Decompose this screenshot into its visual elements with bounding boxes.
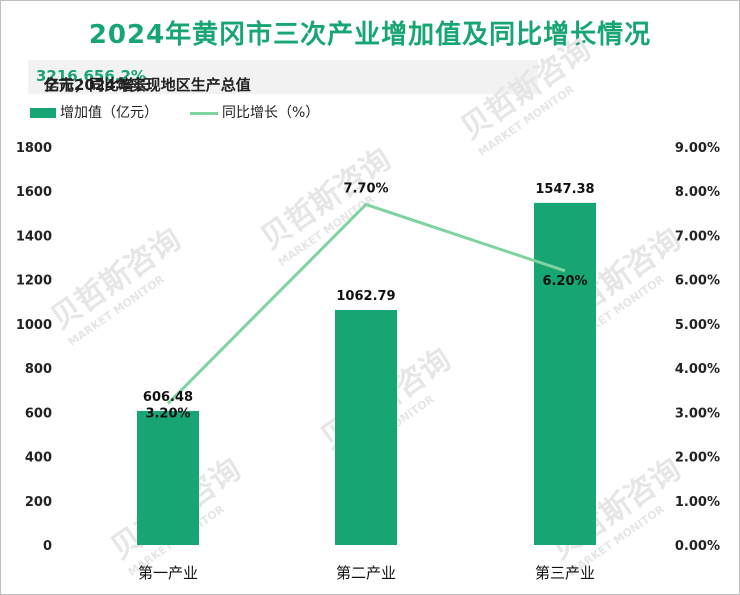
y-left-tick-label: 800 — [25, 362, 52, 377]
summary-box: 全市2024年实现地区生产总值 3216.65 亿元，同比增长 6.2% — [28, 60, 538, 94]
line-series — [166, 202, 566, 405]
legend-item-bar: 增加值（亿元） — [30, 102, 158, 122]
y-left-tick-label: 1000 — [16, 318, 52, 333]
bar — [137, 410, 199, 545]
y-right-tick-label: 4.00% — [675, 362, 720, 377]
y-right-tick-label: 3.00% — [675, 406, 720, 421]
y-left-tick-label: 1600 — [16, 185, 52, 200]
y-left-tick-label: 0 — [43, 539, 52, 554]
bar-value-label: 1547.38 — [535, 182, 594, 197]
y-axis-right: 0.00% 1.00% 2.00% 3.00% 4.00% 5.00% 6.00% 7.00%… — [675, 141, 720, 554]
watermark-cn: 贝哲斯咨询 — [455, 32, 598, 147]
y-left-tick-label: 1400 — [16, 229, 52, 244]
summary-mid: 亿元，同比增长 — [44, 76, 150, 94]
legend-line-label: 同比增长（%） — [222, 105, 320, 121]
legend-item-line: 同比增长（%） — [190, 102, 319, 122]
summary-growth-value: 6.2% — [104, 67, 146, 85]
y-right-tick-label: 5.00% — [675, 318, 720, 333]
y-left-tick-label: 400 — [25, 451, 52, 466]
legend-bar-swatch — [30, 108, 56, 118]
y-right-tick-label: 9.00% — [675, 141, 720, 156]
line-value-label: 7.70% — [343, 181, 388, 196]
bar-series — [137, 202, 596, 545]
legend-bar-label: 增加值（亿元） — [60, 105, 158, 121]
y-axis-left: 0 200 400 600 800 1000 1200 1400 1600 1800 — [16, 141, 52, 554]
y-left-tick-label: 1200 — [16, 274, 52, 289]
y-left-tick-label: 600 — [25, 406, 52, 421]
line-value-label: 6.20% — [542, 274, 587, 289]
bar-value-label: 606.48 — [143, 390, 193, 405]
summary-prefix: 全市2024年实现地区生产总值 — [44, 76, 251, 94]
chart-title: 2024年黄冈市三次产业增加值及同比增长情况 — [88, 20, 652, 50]
y-right-tick-label: 6.00% — [675, 274, 720, 289]
watermark-cn: 贝哲斯咨询 — [255, 142, 398, 257]
line-value-label: 3.20% — [145, 406, 190, 421]
watermark-cn: 贝哲斯咨询 — [45, 222, 188, 337]
legend-line-swatch — [190, 111, 218, 115]
y-left-tick-label: 1800 — [16, 141, 52, 156]
y-right-tick-label: 1.00% — [675, 495, 720, 510]
y-left-tick-label: 200 — [25, 495, 52, 510]
summary-gdp-value: 3216.65 — [36, 67, 105, 85]
y-right-tick-label: 0.00% — [675, 539, 720, 554]
growth-line — [166, 202, 566, 405]
x-category-label: 第二产业 — [336, 564, 396, 582]
data-labels: 606.48 1062.79 1547.38 3.20% 7.70% 6.20% — [143, 181, 595, 421]
y-right-tick-label: 2.00% — [675, 451, 720, 466]
y-right-tick-label: 7.00% — [675, 229, 720, 244]
bar-value-label: 1062.79 — [336, 289, 395, 304]
x-category-label: 第三产业 — [535, 564, 595, 582]
summary-text: 全市2024年实现地区生产总值 3216.65 亿元，同比增长 6.2% — [36, 67, 251, 94]
y-right-tick-label: 8.00% — [675, 185, 720, 200]
bar — [335, 310, 397, 545]
x-category-label: 第一产业 — [138, 564, 198, 582]
bar — [534, 202, 596, 545]
x-axis-categories: 第一产业 第二产业 第三产业 — [138, 564, 595, 582]
